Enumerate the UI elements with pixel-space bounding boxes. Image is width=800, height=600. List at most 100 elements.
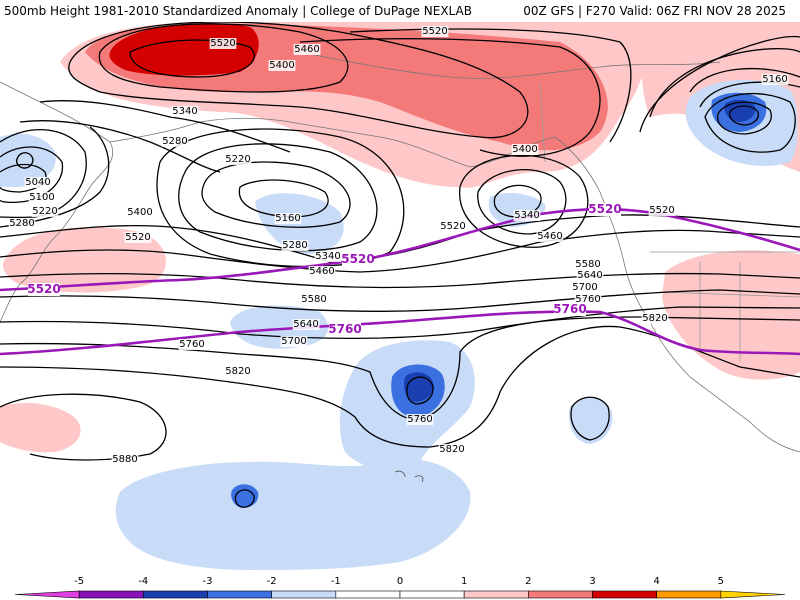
contour-5820 — [0, 325, 800, 448]
contour-label-bg — [28, 192, 56, 203]
negative-anomaly-area — [724, 99, 756, 122]
contour-5220-low — [201, 161, 351, 228]
contour-label-bg — [439, 221, 467, 232]
contour-label-bg — [280, 336, 308, 347]
legend-tick-label: -4 — [138, 576, 148, 587]
contour-label: 5520 — [210, 38, 235, 49]
contour-label: 5640 — [577, 270, 602, 281]
contour-label: 5460 — [309, 266, 334, 277]
legend-color-swatch — [463, 590, 529, 599]
contour-label-bg — [24, 177, 52, 188]
contour-label-bg — [293, 44, 321, 55]
model-run-info: 00Z GFS | F270 Valid: 06Z FRI NOV 28 202… — [523, 4, 786, 18]
legend-tick-label: -5 — [74, 576, 84, 587]
height-contours — [0, 22, 800, 508]
contour-5640 — [0, 289, 800, 313]
highlight-contour-label: 5520 — [588, 202, 621, 216]
contour-label: 5400 — [127, 207, 152, 218]
highlight-label-bg — [554, 303, 586, 316]
contour-label: 5580 — [301, 294, 326, 305]
contour-5280 — [19, 120, 221, 173]
contour-5580 — [0, 272, 800, 289]
contour-label: 5280 — [162, 136, 187, 147]
contour-label: 5340 — [514, 210, 539, 221]
contour-label-bg — [513, 210, 541, 221]
legend-color-swatch — [656, 590, 722, 599]
highlight-label-bg — [589, 203, 621, 216]
contour-label: 5700 — [281, 336, 306, 347]
legend-color-swatch — [143, 590, 208, 599]
positive-anomaly-area — [662, 250, 800, 380]
contour-5460-low2 — [459, 154, 589, 248]
contour-label-bg — [406, 414, 434, 425]
contour-label-bg — [308, 266, 336, 277]
legend-tick-label: 4 — [653, 576, 659, 587]
contour-label-bg — [224, 366, 252, 377]
contour-label: 5520 — [440, 221, 465, 232]
hawaii-islands — [394, 470, 424, 483]
contour-5160-east — [689, 68, 800, 93]
legend-color-swatch — [271, 590, 337, 599]
contour-label-bg — [314, 251, 342, 262]
anomaly-shading — [0, 22, 800, 570]
contour-5220-east — [649, 48, 800, 118]
negative-anomaly-area — [115, 458, 471, 570]
contour-label-bg — [171, 106, 199, 117]
contour-label: 5220 — [225, 154, 250, 165]
contour-label: 5820 — [642, 313, 667, 324]
map-header: 500mb Height 1981-2010 Standardized Anom… — [0, 0, 800, 22]
highlight-contour-5760 — [0, 310, 800, 356]
contour-label: 5340 — [315, 251, 340, 262]
contour-label: 5520 — [422, 26, 447, 37]
negative-anomaly-area — [569, 396, 613, 444]
legend-tick-label: -1 — [331, 576, 341, 587]
legend-tick-label: 3 — [589, 576, 595, 587]
legend-tick-label: 0 — [397, 576, 403, 587]
contour-label-bg — [111, 454, 139, 465]
legend-color-swatch — [720, 590, 786, 599]
legend-tick-label: 1 — [461, 576, 467, 587]
contour-5100 — [0, 146, 64, 204]
contour-east-core — [729, 105, 759, 126]
contour-label: 5100 — [29, 192, 54, 203]
contour-5280-east — [639, 35, 800, 133]
contour-label: 5820 — [439, 444, 464, 455]
contour-label: 5220 — [32, 206, 57, 217]
contour-5160-low — [238, 179, 329, 218]
contour-label-bg — [126, 207, 154, 218]
contour-labels: 5520546054005520534052805220516050405100… — [8, 26, 789, 465]
anomaly-map[interactable]: 5520546054005520534052805220516050405100… — [0, 22, 800, 570]
contour-label: 5160 — [762, 74, 787, 85]
contour-5520-arctic — [299, 38, 601, 157]
legend-color-swatch — [78, 590, 144, 599]
legend-bars — [14, 590, 786, 599]
contour-label: 5460 — [294, 44, 319, 55]
contour-label-bg — [161, 136, 189, 147]
contour-label: 5280 — [282, 240, 307, 251]
contour-label: 5640 — [293, 319, 318, 330]
border-line — [539, 81, 546, 163]
legend-color-swatch — [528, 590, 593, 599]
contour-label: 5400 — [512, 144, 537, 155]
negative-anomaly-area — [231, 484, 259, 508]
contour-label-bg — [224, 154, 252, 165]
map-panel[interactable]: 5520 5460 5400 5520 5340 5280 5220 5160 5040 5100… — [0, 22, 800, 570]
contour-label-bg — [641, 313, 669, 324]
contour-label: 5400 — [269, 60, 294, 71]
contour-5760-low — [406, 376, 434, 405]
contour-label-bg — [274, 213, 302, 224]
contour-label: 5040 — [25, 177, 50, 188]
contour-label-bg — [31, 206, 59, 217]
contour-label-bg — [292, 319, 320, 330]
contour-label-bg — [574, 259, 602, 270]
highlight-label-bg — [342, 253, 374, 266]
contour-label-bg — [536, 231, 564, 242]
contour-label-bg — [8, 218, 36, 229]
legend-color-swatch — [335, 590, 401, 599]
contour-5820-closed — [570, 396, 610, 441]
contour-east-closed — [704, 92, 796, 153]
contour-5340-low — [156, 128, 405, 268]
contour-label: 5520 — [125, 232, 150, 243]
contour-5520-jet — [0, 229, 800, 273]
legend-tick-label: -2 — [267, 576, 277, 587]
